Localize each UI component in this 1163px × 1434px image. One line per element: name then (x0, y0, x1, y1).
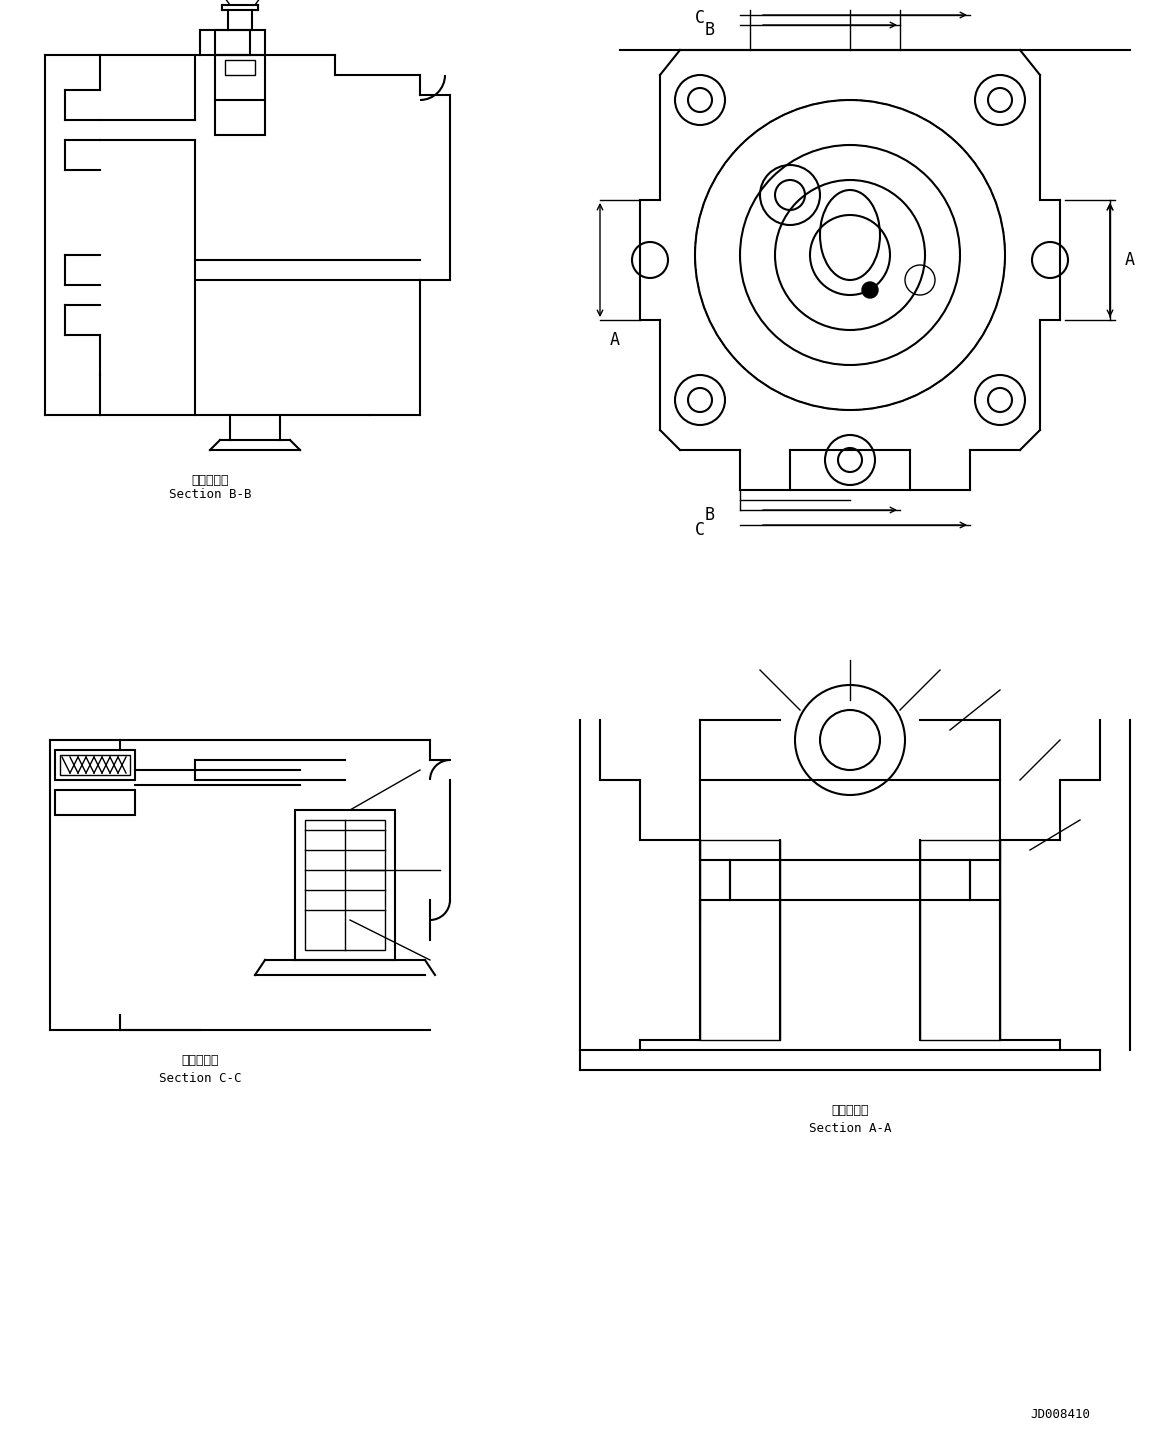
Text: A: A (611, 331, 620, 348)
Circle shape (862, 282, 878, 298)
Text: Section B-B: Section B-B (169, 489, 251, 502)
Text: C: C (695, 9, 705, 27)
Text: A: A (1125, 251, 1135, 270)
Bar (920, 840, 1000, 1040)
Bar (305, 820, 385, 949)
Bar (60, 754, 130, 774)
Bar (295, 810, 395, 959)
Bar (55, 790, 135, 815)
Text: JD008410: JD008410 (1030, 1408, 1090, 1421)
Text: B: B (705, 22, 715, 39)
Bar (55, 750, 135, 780)
Text: Section C-C: Section C-C (159, 1071, 241, 1084)
Text: Section A-A: Section A-A (808, 1121, 891, 1134)
Text: 断面Ｂ－Ｂ: 断面Ｂ－Ｂ (191, 473, 229, 486)
Bar (224, 60, 255, 75)
Text: 断面Ｃ－Ｃ: 断面Ｃ－Ｃ (181, 1054, 219, 1067)
Bar (700, 840, 780, 1040)
Bar (215, 30, 250, 54)
Text: 断面Ａ－Ａ: 断面Ａ－Ａ (832, 1104, 869, 1117)
Bar (215, 54, 265, 135)
Text: C: C (695, 521, 705, 539)
Text: B: B (705, 506, 715, 523)
